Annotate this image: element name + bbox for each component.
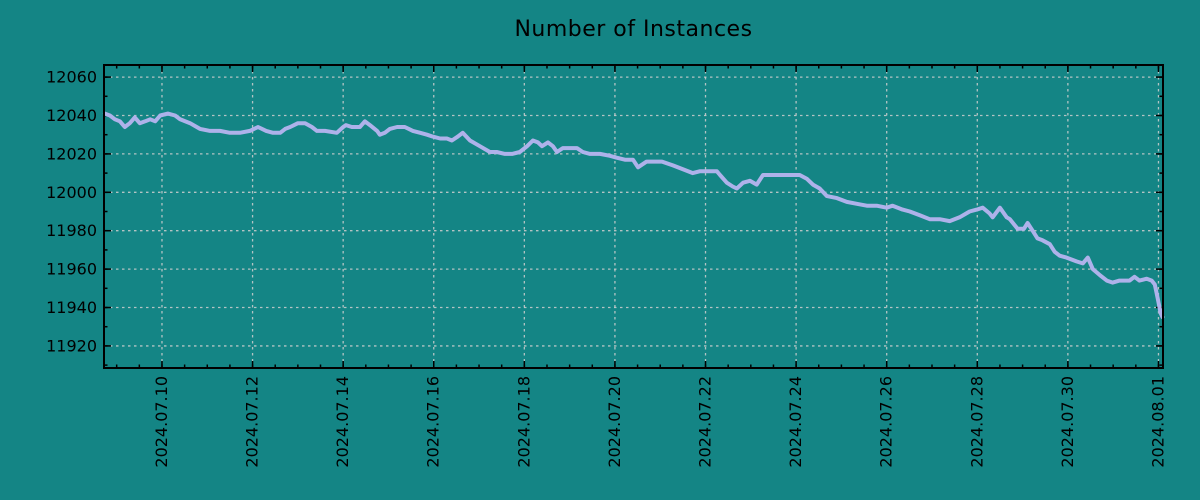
y-tick-label: 11980 (46, 221, 97, 240)
plot-border (103, 64, 1164, 369)
x-tick-label: 2024.08.01 (1148, 376, 1167, 468)
x-tick-label: 2024.07.14 (333, 376, 352, 468)
x-tick-label: 2024.07.28 (967, 376, 986, 468)
y-tick-label: 12020 (46, 144, 97, 163)
y-tick-label: 12040 (46, 106, 97, 125)
y-tick-label: 12000 (46, 183, 97, 202)
y-tick-label: 11940 (46, 298, 97, 317)
y-tick-label: 12060 (46, 68, 97, 87)
x-tick-label: 2024.07.20 (605, 376, 624, 468)
x-tick-label: 2024.07.16 (424, 376, 443, 468)
x-tick-label: 2024.07.26 (877, 376, 896, 468)
chart-title: Number of Instances (514, 17, 753, 42)
y-tick-label: 11920 (46, 336, 97, 355)
x-tick-label: 2024.07.12 (243, 376, 262, 468)
x-tick-label: 2024.07.24 (786, 376, 805, 468)
x-tick-label: 2024.07.22 (696, 376, 715, 468)
x-tick-label: 2024.07.30 (1058, 376, 1077, 468)
data-line (102, 111, 1165, 320)
x-tick-label: 2024.07.18 (514, 376, 533, 468)
y-tick-label: 11960 (46, 260, 97, 279)
x-tick-label: 2024.07.10 (152, 376, 171, 468)
